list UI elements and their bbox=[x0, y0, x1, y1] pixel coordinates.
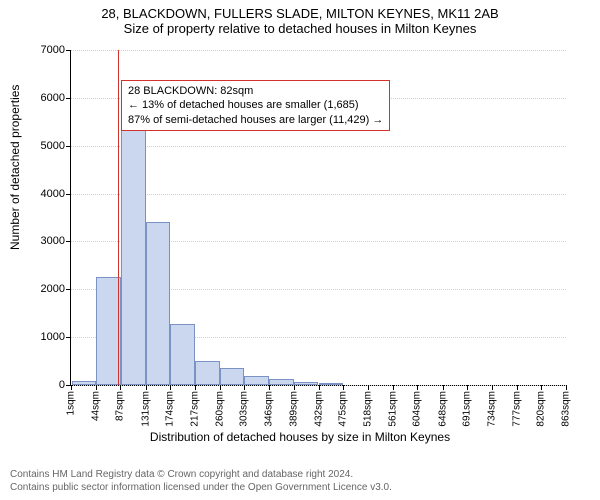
xtick bbox=[541, 385, 542, 390]
ytick bbox=[66, 289, 71, 290]
xtick bbox=[517, 385, 518, 390]
xtick bbox=[319, 385, 320, 390]
chart-subtitle: Size of property relative to detached ho… bbox=[0, 21, 600, 36]
footer-attribution: Contains HM Land Registry data © Crown c… bbox=[10, 469, 392, 494]
xtick-label: 1sqm bbox=[66, 391, 77, 415]
xtick-label: 475sqm bbox=[338, 391, 349, 427]
ytick-label: 5000 bbox=[41, 140, 65, 152]
xtick bbox=[417, 385, 418, 390]
plot-region: 010002000300040005000600070001sqm44sqm87… bbox=[70, 50, 566, 386]
footer-line: Contains public sector information licen… bbox=[10, 482, 392, 495]
ytick bbox=[66, 98, 71, 99]
xtick bbox=[294, 385, 295, 390]
ytick bbox=[66, 194, 71, 195]
xtick-label: 648sqm bbox=[437, 391, 448, 427]
xtick bbox=[467, 385, 468, 390]
xtick-label: 260sqm bbox=[214, 391, 225, 427]
xtick-label: 691sqm bbox=[462, 391, 473, 427]
histogram-bar bbox=[72, 381, 97, 385]
histogram-bar bbox=[319, 383, 344, 385]
footer-line: Contains HM Land Registry data © Crown c… bbox=[10, 469, 392, 482]
ytick-label: 7000 bbox=[41, 44, 65, 56]
xtick-label: 44sqm bbox=[90, 391, 101, 421]
xtick-label: 863sqm bbox=[561, 391, 572, 427]
xtick-label: 87sqm bbox=[115, 391, 126, 421]
xtick bbox=[393, 385, 394, 390]
histogram-bar bbox=[269, 379, 294, 385]
ytick bbox=[66, 50, 71, 51]
xtick-label: 389sqm bbox=[288, 391, 299, 427]
xtick bbox=[71, 385, 72, 390]
xtick bbox=[368, 385, 369, 390]
histogram-bar bbox=[146, 222, 171, 385]
histogram-bar bbox=[244, 376, 269, 385]
xtick bbox=[269, 385, 270, 390]
xtick-label: 518sqm bbox=[362, 391, 373, 427]
xtick-label: 604sqm bbox=[412, 391, 423, 427]
ytick-label: 4000 bbox=[41, 188, 65, 200]
annotation-line: 28 BLACKDOWN: 82sqm bbox=[128, 84, 383, 98]
ytick-label: 1000 bbox=[41, 331, 65, 343]
xtick-label: 777sqm bbox=[511, 391, 522, 427]
xtick bbox=[146, 385, 147, 390]
xtick-label: 561sqm bbox=[387, 391, 398, 427]
xtick-label: 174sqm bbox=[165, 391, 176, 427]
histogram-bar bbox=[294, 382, 319, 385]
ytick-label: 6000 bbox=[41, 92, 65, 104]
x-axis-label: Distribution of detached houses by size … bbox=[0, 430, 600, 444]
xtick bbox=[566, 385, 567, 390]
chart-title: 28, BLACKDOWN, FULLERS SLADE, MILTON KEY… bbox=[0, 6, 600, 21]
annotation-box: 28 BLACKDOWN: 82sqm← 13% of detached hou… bbox=[121, 80, 390, 131]
property-marker-line bbox=[118, 50, 119, 385]
ytick-label: 3000 bbox=[41, 235, 65, 247]
annotation-line: 87% of semi-detached houses are larger (… bbox=[128, 113, 383, 127]
ytick bbox=[66, 146, 71, 147]
ytick bbox=[66, 241, 71, 242]
xtick bbox=[244, 385, 245, 390]
ytick-label: 0 bbox=[59, 379, 65, 391]
y-axis-label: Number of detached properties bbox=[8, 85, 22, 250]
ytick bbox=[66, 337, 71, 338]
xtick bbox=[120, 385, 121, 390]
chart-area: Number of detached properties 0100020003… bbox=[0, 40, 600, 440]
ytick-label: 2000 bbox=[41, 283, 65, 295]
xtick bbox=[195, 385, 196, 390]
histogram-bar bbox=[220, 368, 245, 385]
gridline bbox=[71, 50, 566, 51]
xtick-label: 346sqm bbox=[264, 391, 275, 427]
xtick bbox=[220, 385, 221, 390]
xtick bbox=[96, 385, 97, 390]
xtick-label: 734sqm bbox=[486, 391, 497, 427]
xtick-label: 131sqm bbox=[140, 391, 151, 427]
xtick bbox=[443, 385, 444, 390]
xtick bbox=[492, 385, 493, 390]
xtick-label: 303sqm bbox=[239, 391, 250, 427]
xtick-label: 820sqm bbox=[536, 391, 547, 427]
xtick-label: 217sqm bbox=[190, 391, 201, 427]
histogram-bar bbox=[195, 361, 220, 385]
xtick bbox=[170, 385, 171, 390]
xtick bbox=[343, 385, 344, 390]
annotation-line: ← 13% of detached houses are smaller (1,… bbox=[128, 98, 383, 112]
histogram-bar bbox=[121, 125, 146, 385]
xtick-label: 432sqm bbox=[313, 391, 324, 427]
histogram-bar bbox=[170, 324, 195, 385]
